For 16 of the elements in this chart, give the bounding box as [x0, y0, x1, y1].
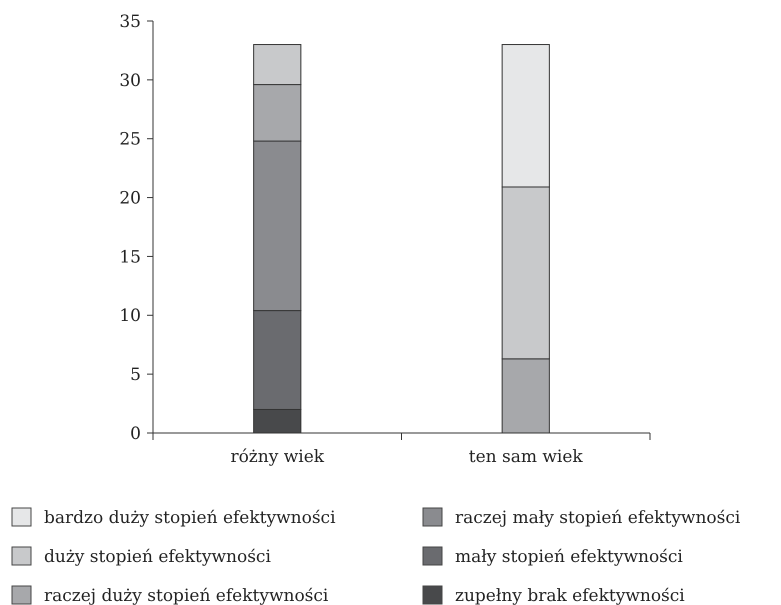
legend-label: duży stopień efektywności [44, 546, 272, 567]
legend-label: raczej mały stopień efektywności [455, 508, 741, 528]
x-tick-label: ten sam wiek [468, 447, 584, 467]
legend-label: raczej duży stopień efektywności [44, 586, 329, 605]
legend-label: mały stopień efektywności [455, 546, 684, 567]
y-tick-label: 25 [119, 130, 141, 150]
legend-label: bardzo duży stopień efektywności [44, 508, 336, 528]
y-tick-label: 30 [119, 70, 141, 91]
y-tick-label: 10 [119, 306, 141, 326]
y-tick-label: 20 [119, 188, 141, 209]
y-tick-label: 0 [130, 424, 141, 444]
legend-label: zupełny brak efektywności [455, 586, 686, 605]
x-tick-label: różny wiek [230, 447, 325, 467]
y-tick-label: 35 [119, 12, 141, 32]
y-tick-label: 15 [119, 247, 141, 268]
y-tick-label: 5 [130, 365, 141, 386]
